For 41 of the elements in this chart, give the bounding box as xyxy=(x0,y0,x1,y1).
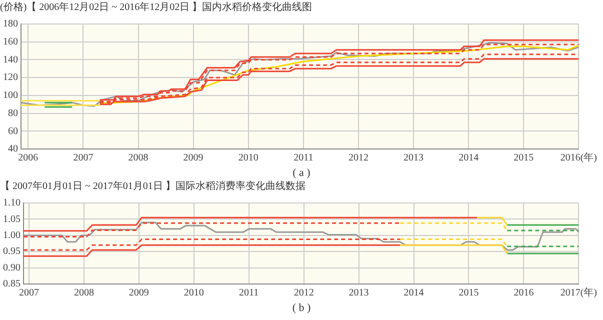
x-tick-label: 2007 xyxy=(18,288,39,299)
text: ( b ) xyxy=(291,302,312,314)
y-tick-label: 0.85 xyxy=(3,278,20,290)
x-tick-label: 2016 xyxy=(514,288,534,299)
y-tick-label: 120 xyxy=(3,72,18,84)
x-tick-label: 2008 xyxy=(74,288,94,299)
y-tick-label: 180 xyxy=(3,18,18,30)
text: ( a ) xyxy=(292,167,312,179)
y-tick-label: 60 xyxy=(8,126,18,137)
x-tick-label: 2007 xyxy=(73,152,94,164)
chart-title: 【 2007年01月01日 ~ 2017年01月01日 】国际水稻消费率变化曲线数据 xyxy=(0,181,306,192)
x-tick-label: 2006 xyxy=(18,152,38,164)
y-tick-label: 1.10 xyxy=(3,198,20,209)
y-axis-title: (价格) xyxy=(0,2,27,13)
x-tick-label: 2013 xyxy=(404,152,424,164)
x-tick-label: 2014 xyxy=(404,288,424,299)
x-tick-label: 2011 xyxy=(294,152,314,164)
x-tick-label: 2016(年) xyxy=(560,152,598,164)
x-tick-label: 2012 xyxy=(348,152,368,164)
y-tick-label: 0.90 xyxy=(3,262,20,274)
x-tick-label: 2012 xyxy=(294,288,314,299)
x-tick-label: 2017(年) xyxy=(560,286,598,299)
y-tick-label: 140 xyxy=(3,54,18,66)
x-tick-label: 2014 xyxy=(458,152,479,164)
y-tick-label: 1.00 xyxy=(3,230,20,242)
y-tick-label: 100 xyxy=(3,90,18,102)
chart-title: 【 2006年12月02日 ~ 2016年12月02日 】国内水稻价格变化曲线图 xyxy=(26,2,312,13)
x-tick-label: 2009 xyxy=(183,152,204,164)
x-tick-label: 2011 xyxy=(239,288,259,299)
x-tick-label: 2008 xyxy=(128,152,148,164)
y-tick-label: 80 xyxy=(8,108,18,119)
x-tick-label: 2015 xyxy=(458,288,479,299)
x-tick-label: 2010 xyxy=(238,152,258,164)
x-tick-label: 2010 xyxy=(184,288,204,299)
x-tick-label: 2015 xyxy=(514,152,534,164)
y-tick-label: 1.05 xyxy=(3,214,20,225)
y-tick-label: 160 xyxy=(3,36,18,48)
x-tick-label: 2009 xyxy=(128,288,149,299)
x-tick-label: 2013 xyxy=(348,288,369,299)
y-tick-label: 0.95 xyxy=(3,246,20,258)
y-tick-label: 40 xyxy=(8,144,18,155)
